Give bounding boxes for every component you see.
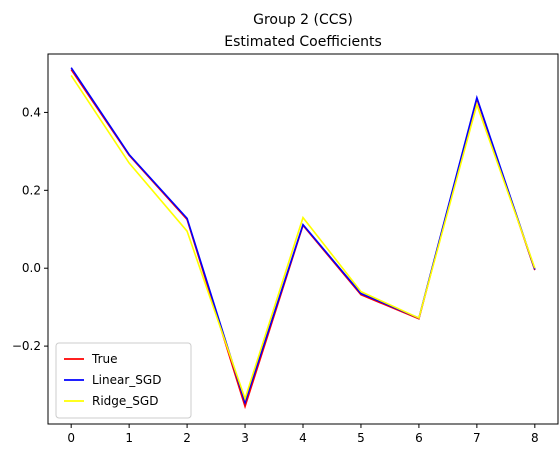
chart-title-line-1: Group 2 (CCS) [253,12,353,28]
series-layer [70,67,536,410]
series-line-ridge-sgd [70,74,536,402]
x-tick-label-3: 3 [241,431,249,445]
x-tick-label-8: 8 [531,431,539,445]
x-tick-label-1: 1 [125,431,133,445]
y-tick-label-3: 0.4 [22,105,41,119]
x-tick-label-5: 5 [357,431,365,445]
legend: True Linear_SGD Ridge_SGD [55,342,192,419]
y-tick-label-2: 0.2 [22,183,41,197]
x-tick-label-7: 7 [473,431,481,445]
legend-label-ridge-sgd: Ridge_SGD [92,394,158,408]
y-tick-label-1: 0.0 [22,261,41,275]
x-tick-label-2: 2 [183,431,191,445]
legend-label-true: True [91,352,118,366]
legend-label-linear-sgd: Linear_SGD [92,373,161,387]
x-tick-label-0: 0 [67,431,75,445]
series-line-linear-sgd [70,67,536,406]
legend-box [55,342,192,419]
axis-layer: 0 1 2 3 4 5 6 7 8 −0.2 0.0 0.2 0.4 [12,105,539,445]
x-tick-label-4: 4 [299,431,307,445]
y-tick-label-0: −0.2 [12,339,41,353]
x-tick-label-6: 6 [415,431,423,445]
chart-title-line-2: Estimated Coefficients [224,34,382,50]
